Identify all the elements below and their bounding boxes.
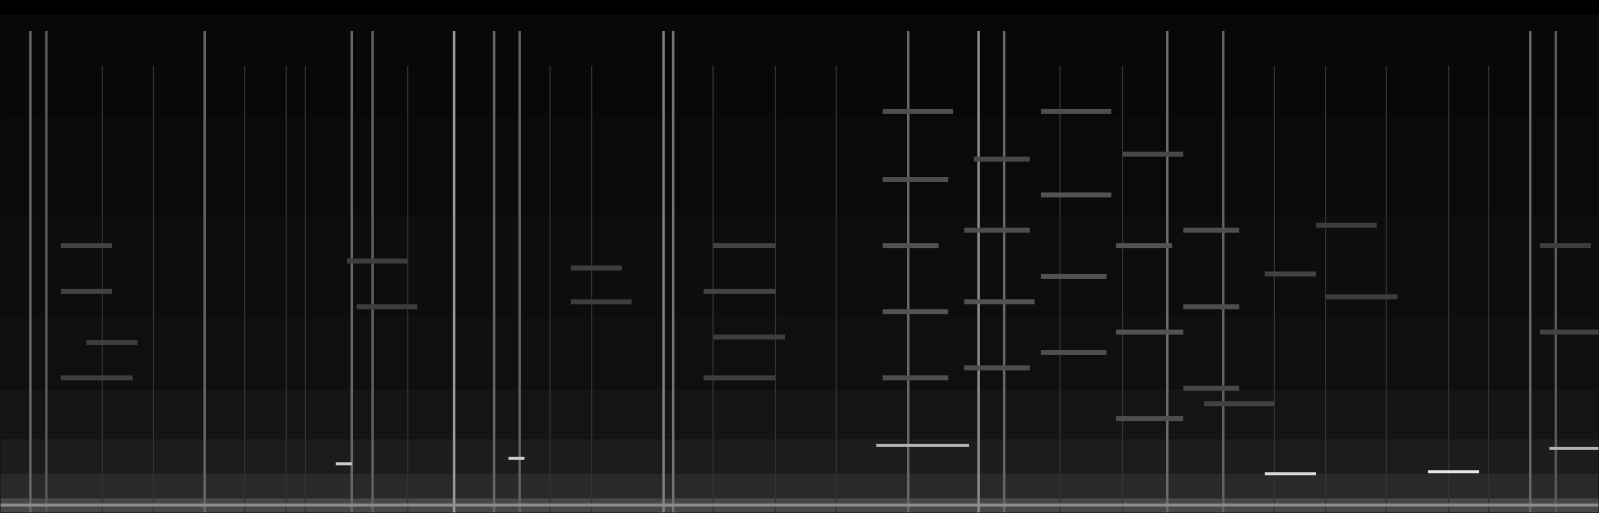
transient (1555, 31, 1558, 513)
transient (29, 31, 32, 513)
tone (1183, 386, 1239, 391)
band (0, 215, 1599, 314)
tone (61, 289, 112, 294)
tone (1183, 228, 1239, 233)
band (0, 115, 1599, 214)
tone (1041, 192, 1111, 197)
transient (153, 66, 154, 513)
tone (61, 243, 112, 248)
tone (883, 177, 949, 182)
tone (1116, 243, 1172, 248)
transient (351, 31, 354, 513)
transient (1529, 31, 1532, 513)
tone (1316, 223, 1377, 228)
tone (713, 243, 775, 248)
tone (1122, 152, 1183, 157)
tone (347, 259, 408, 264)
transient (203, 31, 206, 513)
tone (1116, 330, 1183, 335)
tone (964, 365, 1030, 370)
tone (571, 265, 622, 270)
transient (286, 66, 287, 513)
transient (1274, 66, 1275, 513)
background (0, 0, 1599, 513)
transient (518, 31, 521, 513)
transient (672, 31, 675, 513)
tone (713, 335, 785, 340)
tone (1204, 401, 1274, 406)
transient (1166, 31, 1169, 513)
tone (1265, 472, 1316, 475)
band (0, 438, 1599, 473)
transient (371, 31, 374, 513)
tone (1041, 350, 1107, 355)
tone (964, 228, 1030, 233)
transient (1325, 66, 1326, 513)
tone (883, 109, 953, 114)
tone (1041, 274, 1107, 279)
tone (61, 375, 133, 380)
transient (1222, 31, 1225, 513)
transient (662, 31, 665, 513)
transient (1122, 66, 1123, 513)
transient (549, 66, 550, 513)
tone (336, 462, 352, 465)
tone (704, 375, 776, 380)
tone (1428, 470, 1479, 473)
transient (407, 66, 408, 513)
tone (1183, 304, 1239, 309)
tone (883, 375, 949, 380)
tone (1116, 416, 1183, 421)
tone (571, 299, 632, 304)
transient (1448, 66, 1449, 513)
tone (1540, 243, 1591, 248)
tone (357, 304, 418, 309)
transient (591, 66, 592, 513)
tone (883, 243, 939, 248)
band (0, 389, 1599, 439)
tone (964, 299, 1034, 304)
transient (244, 66, 245, 513)
plot-area (0, 16, 1599, 513)
background-bands (0, 16, 1599, 513)
tone (1326, 294, 1398, 299)
band (0, 498, 1599, 513)
tone (1540, 330, 1599, 335)
plot-frame (0, 16, 1599, 513)
tones (0, 109, 1599, 507)
transient (907, 31, 910, 513)
transient (836, 66, 837, 513)
tone (0, 504, 1599, 507)
tone (704, 289, 776, 294)
band (0, 314, 1599, 389)
tone (1549, 447, 1599, 450)
band (0, 473, 1599, 498)
tone (1041, 109, 1111, 114)
transient (305, 66, 306, 513)
transient (977, 31, 980, 513)
transient (1060, 66, 1061, 513)
tone (508, 457, 524, 460)
tone (883, 309, 949, 314)
transients (30, 31, 1555, 513)
transient (1386, 66, 1387, 513)
transient (1003, 31, 1006, 513)
transient (1488, 66, 1489, 513)
band (0, 16, 1599, 115)
marks (0, 16, 1599, 513)
transient (453, 31, 456, 513)
chart (0, 0, 1599, 513)
tone (86, 340, 137, 345)
tone (876, 444, 969, 447)
transient (45, 31, 48, 513)
transient (493, 31, 496, 513)
tone (1265, 271, 1316, 276)
tone (974, 157, 1030, 162)
